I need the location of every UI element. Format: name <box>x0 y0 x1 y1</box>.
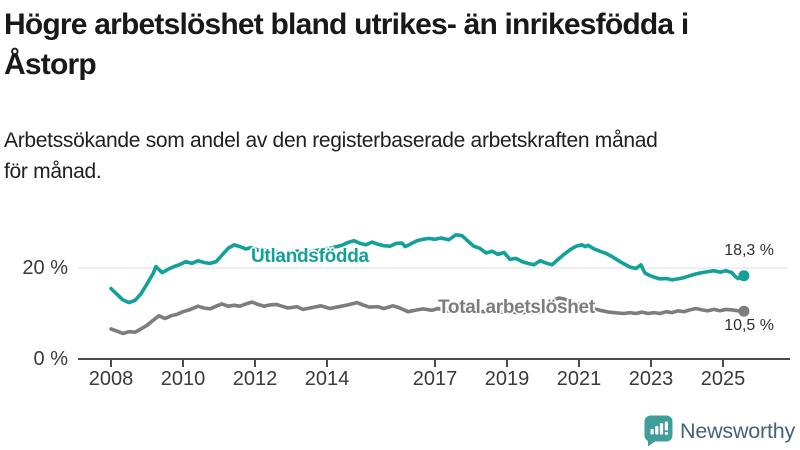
series-line-total <box>109 296 746 336</box>
x-tick-label: 2023 <box>628 368 674 390</box>
newsworthy-wordmark: Newsworthy <box>680 418 796 443</box>
series-end-dot-total <box>738 305 750 317</box>
title-line-1: Högre arbetslöshet bland utrikes- än inr… <box>4 8 689 41</box>
end-value-total-arbetsloshet: 10,5 % <box>724 317 774 334</box>
y-tick-label: 20 % <box>22 257 68 279</box>
newsworthy-bubble-chart-icon <box>644 415 673 447</box>
page-title: Högre arbetslöshet bland utrikes- än inr… <box>4 5 798 85</box>
series-label-total-arbetsloshet: Total arbetslöshet <box>438 297 595 318</box>
x-tick-label: 2017 <box>412 368 458 390</box>
x-tick-label: 2010 <box>160 368 206 390</box>
x-tick-label: 2012 <box>232 368 278 390</box>
title-line-2: Åstorp <box>4 48 97 81</box>
x-tick-label: 2008 <box>88 368 134 390</box>
x-tick-label: 2025 <box>700 368 746 390</box>
y-tick-label: 0 % <box>33 348 68 370</box>
series-line-utlandsfodda <box>109 233 746 305</box>
subtitle-line-2: för månad. <box>4 160 102 183</box>
series-end-dot-utlandsfodda <box>738 270 750 282</box>
x-tick-label: 2021 <box>556 368 602 390</box>
end-value-utlandsfodda: 18,3 % <box>724 242 774 259</box>
subtitle-line-1: Arbetssökande som andel av den registerb… <box>4 129 658 152</box>
x-tick-label: 2019 <box>484 368 530 390</box>
newsworthy-logo: Newsworthy <box>644 415 795 447</box>
series-label-utlandsfodda: Utlandsfödda <box>251 246 369 267</box>
x-tick-label: 2014 <box>304 368 350 390</box>
chart-subtitle: Arbetssökande som andel av den registerb… <box>4 125 794 187</box>
